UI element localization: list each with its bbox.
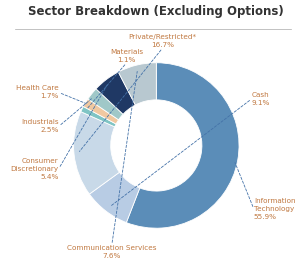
Wedge shape — [88, 89, 123, 120]
Text: Materials
1.1%: Materials 1.1% — [110, 49, 143, 63]
Text: Communication Services
7.6%: Communication Services 7.6% — [67, 245, 156, 259]
Wedge shape — [96, 72, 135, 114]
Wedge shape — [81, 107, 116, 127]
Wedge shape — [118, 63, 156, 105]
Text: Health Care
1.7%: Health Care 1.7% — [16, 85, 59, 99]
Text: Consumer
Discretionary
5.4%: Consumer Discretionary 5.4% — [11, 158, 59, 180]
Text: Cash
9.1%: Cash 9.1% — [252, 92, 270, 106]
Wedge shape — [73, 112, 119, 194]
Wedge shape — [126, 63, 239, 228]
Text: Industrials
2.5%: Industrials 2.5% — [21, 119, 59, 133]
Wedge shape — [83, 99, 119, 124]
Text: Private/Restricted*
16.7%: Private/Restricted* 16.7% — [129, 34, 197, 48]
Text: Information
Technology
55.9%: Information Technology 55.9% — [254, 198, 295, 220]
Title: Sector Breakdown (Excluding Options): Sector Breakdown (Excluding Options) — [28, 5, 284, 18]
Wedge shape — [89, 172, 140, 223]
